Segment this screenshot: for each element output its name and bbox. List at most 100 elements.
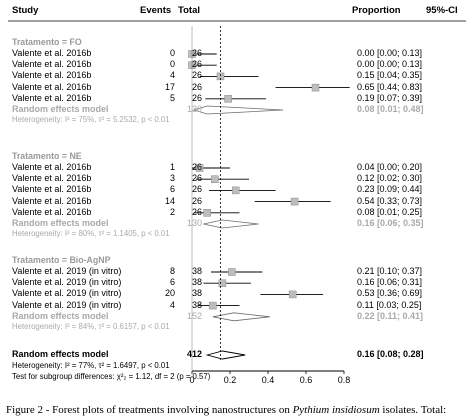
study-total: 38 (191, 299, 202, 310)
caption-prefix: Figure 2 - Forest plots of treatments in… (6, 404, 293, 416)
study-total: 26 (191, 70, 202, 81)
study-events: 20 (164, 288, 175, 299)
study-label: Valente et al. 2019 (in vitro) (12, 288, 122, 299)
study-events: 1 (169, 162, 175, 172)
study-events: 0 (169, 59, 175, 70)
study-box (209, 301, 217, 310)
study-proportion-ci: 0.53 [0.36; 0.69] (357, 288, 423, 299)
study-events: 14 (164, 195, 175, 206)
study-label: Valente et al. 2016b (12, 81, 92, 92)
subgroup-proportion-ci: 0.08 [0.01; 0.48] (357, 104, 424, 114)
study-proportion-ci: 0.65 [0.44; 0.83] (357, 81, 423, 92)
study-proportion-ci: 0.54 [0.33; 0.73] (357, 195, 423, 206)
subgroup-proportion-ci: 0.16 [0.06; 0.35] (357, 218, 424, 228)
study-label: Valente et al. 2016b (12, 206, 92, 217)
subgroup-diamond (212, 312, 270, 322)
study-events: 5 (169, 92, 175, 103)
study-total: 26 (191, 162, 202, 172)
study-label: Valente et al. 2019 (in vitro) (12, 277, 122, 288)
study-total: 38 (191, 277, 202, 288)
subgroup-model-label: Random effects model (12, 218, 109, 228)
study-label: Valente et al. 2016b (12, 162, 92, 172)
study-label: Valente et al. 2016b (12, 70, 92, 81)
group-label: Tratamento = FO (12, 37, 82, 47)
caption-species: Pythium insidiosum (292, 404, 380, 416)
study-total: 38 (191, 288, 202, 299)
x-tick-label: 0.4 (261, 375, 275, 385)
study-proportion-ci: 0.16 [0.06; 0.31] (357, 277, 423, 288)
study-box (231, 186, 240, 195)
study-events: 0 (169, 48, 175, 58)
study-proportion-ci: 0.00 [0.00; 0.13] (357, 48, 423, 58)
header-proportion: Proportion (352, 5, 401, 16)
study-proportion-ci: 0.11 [0.03; 0.25] (357, 299, 422, 310)
study-proportion-ci: 0.23 [0.09; 0.44] (357, 184, 423, 195)
study-total: 26 (191, 81, 202, 92)
study-box (288, 290, 297, 299)
study-box (195, 164, 204, 172)
study-label: Valente et al. 2016b (12, 48, 92, 58)
header-study: Study (12, 5, 39, 16)
study-total: 38 (191, 266, 202, 276)
overall-heterogeneity: Heterogeneity: I² = 77%, τ² = 1.6497, p … (12, 361, 170, 370)
subgroup-heterogeneity: Heterogeneity: I² = 80%, τ² = 1.1405, p … (12, 229, 170, 238)
study-total: 26 (191, 48, 202, 58)
study-total: 26 (191, 92, 202, 103)
study-box (218, 279, 227, 287)
subgroup-model-label: Random effects model (12, 310, 109, 321)
study-label: Valente et al. 2019 (in vitro) (12, 266, 122, 276)
study-label: Valente et al. 2016b (12, 184, 92, 195)
study-total: 26 (191, 173, 202, 184)
study-proportion-ci: 0.04 [0.00; 0.20] (357, 162, 423, 172)
x-tick-label: 0.6 (299, 375, 313, 385)
study-total: 26 (191, 59, 202, 70)
study-box (290, 197, 299, 206)
study-label: Valente et al. 2019 (in vitro) (12, 299, 122, 310)
study-box (211, 175, 219, 183)
study-box (224, 95, 232, 103)
group-label: Tratamento = Bio-AgNP (12, 255, 111, 265)
study-proportion-ci: 0.12 [0.02; 0.30] (357, 173, 423, 184)
study-proportion-ci: 0.21 [0.10; 0.37] (357, 266, 423, 276)
study-events: 6 (169, 184, 175, 195)
header-ci: 95%-CI (426, 5, 458, 16)
study-box (311, 83, 320, 92)
study-box (203, 209, 211, 217)
overall-model-label: Random effects model (12, 349, 109, 359)
study-label: Valente et al. 2016b (12, 195, 92, 206)
header-events: Events (140, 5, 172, 16)
study-total: 26 (191, 195, 202, 206)
subgroup-model-label: Random effects model (12, 104, 109, 114)
study-label: Valente et al. 2016b (12, 173, 92, 184)
study-proportion-ci: 0.15 [0.04; 0.35] (357, 70, 423, 81)
x-tick-label: 0.8 (337, 375, 351, 385)
subgroup-proportion-ci: 0.22 [0.11; 0.41] (357, 310, 424, 321)
figure-caption: Figure 2 - Forest plots of treatments in… (6, 404, 446, 416)
subgroup-total: 130 (186, 218, 202, 228)
study-events: 6 (169, 277, 175, 288)
subgroup-diamond (203, 219, 259, 229)
study-proportion-ci: 0.00 [0.00; 0.13] (357, 59, 423, 70)
subgroup-diamond (192, 105, 284, 115)
subgroup-heterogeneity: Heterogeneity: I² = 84%, τ² = 0.6157, p … (12, 321, 170, 331)
subgroup-total: 152 (186, 310, 202, 321)
study-events: 3 (169, 173, 175, 184)
study-total: 26 (191, 206, 202, 217)
subgroup-total: 130 (186, 104, 202, 114)
overall-diamond (205, 350, 246, 360)
study-label: Valente et al. 2016b (12, 59, 92, 70)
caption-suffix: isolates. Total: (379, 404, 447, 416)
study-events: 2 (169, 206, 175, 217)
study-events: 17 (164, 81, 175, 92)
overall-proportion-ci: 0.16 [0.08; 0.28] (357, 349, 424, 359)
study-total: 26 (191, 184, 202, 195)
x-tick-label: 0.2 (223, 375, 237, 385)
study-events: 4 (169, 70, 175, 81)
study-events: 8 (169, 266, 175, 276)
header-total: Total (178, 5, 200, 16)
subgroup-heterogeneity: Heterogeneity: I² = 75%, τ² = 5.2532, p … (12, 115, 170, 124)
study-label: Valente et al. 2016b (12, 92, 92, 103)
study-events: 4 (169, 299, 175, 310)
study-proportion-ci: 0.19 [0.07; 0.39] (357, 92, 423, 103)
